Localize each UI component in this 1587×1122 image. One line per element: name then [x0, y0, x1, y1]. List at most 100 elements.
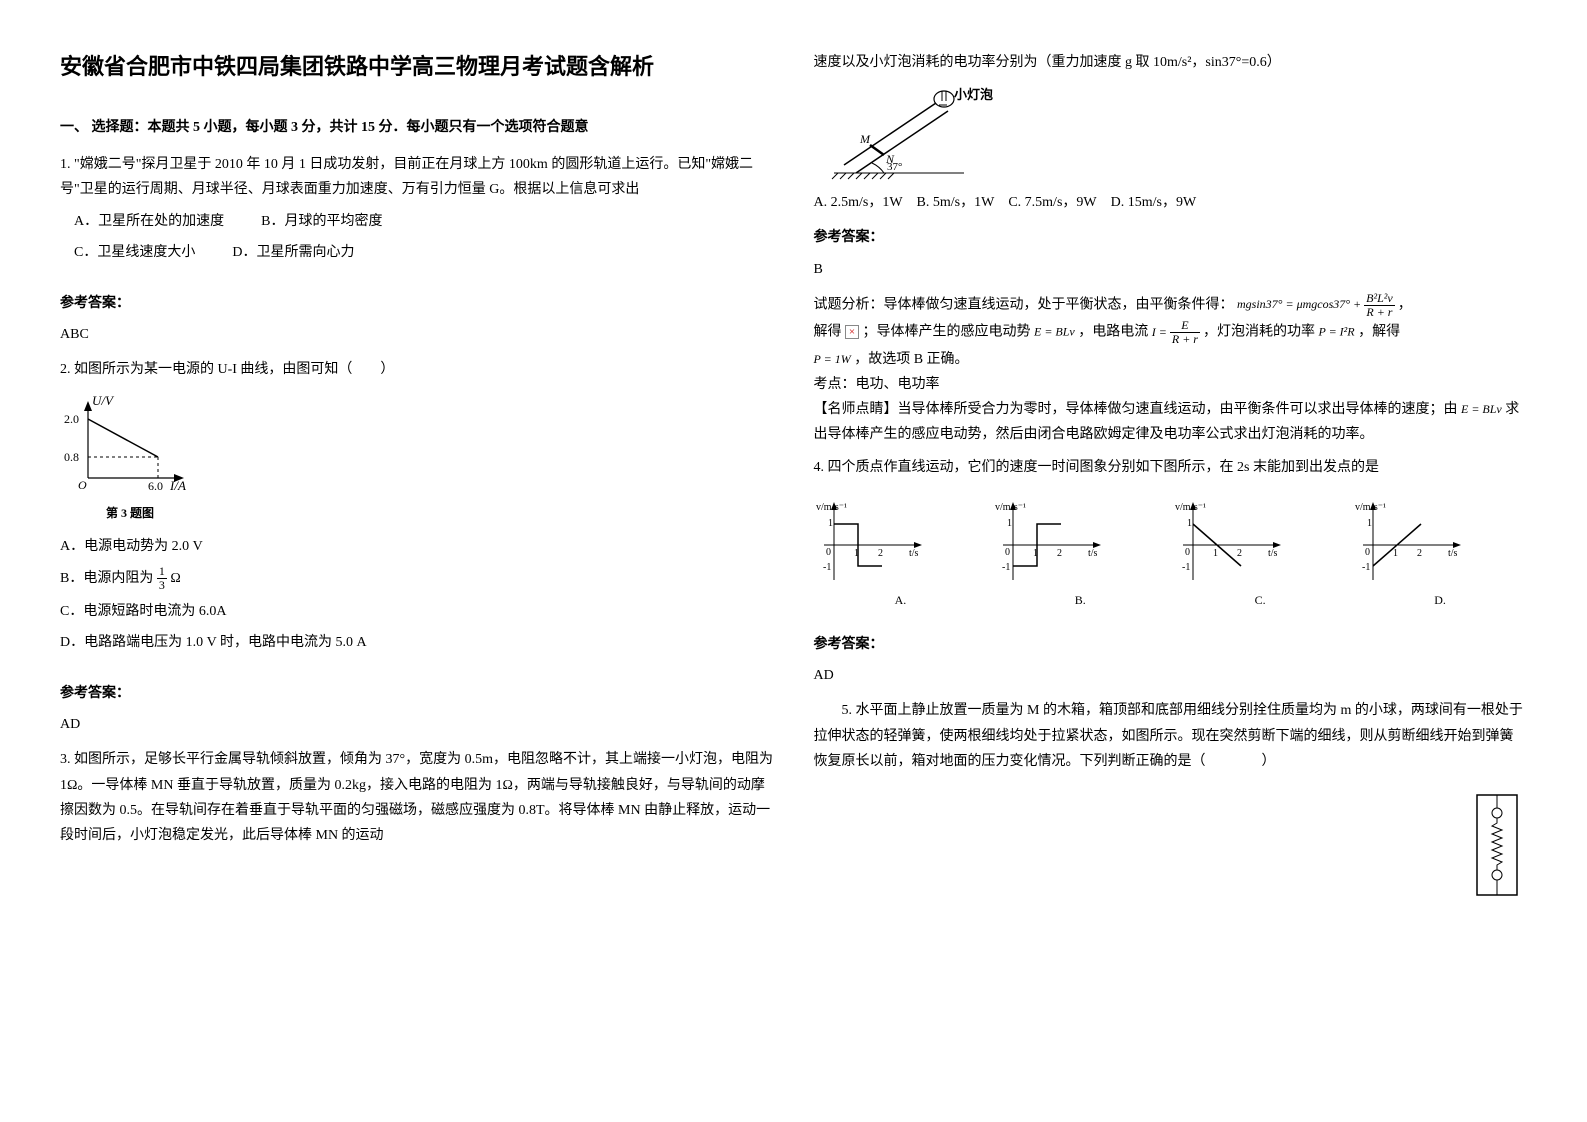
l3b: ，故选项 B 正确。 [854, 352, 968, 367]
vt-graph-b: v/m·s⁻¹ 1-1 12 t/s0 B. [993, 500, 1167, 612]
l3a: P = 1W [814, 352, 851, 366]
svg-text:-1: -1 [1362, 562, 1370, 573]
f1-den: R + r [1364, 306, 1395, 319]
q1-answer: ABC [60, 322, 774, 347]
answer-label: 参考答案： [814, 225, 1528, 250]
f1-lhs: mgsin37° = μmgcos37° + [1237, 297, 1361, 311]
q1-text: 1. "嫦娥二号"探月卫星于 2010 年 10 月 1 日成功发射，目前正在月… [60, 152, 774, 202]
y-axis-label: U/V [92, 393, 115, 408]
l2f: P = I²R [1318, 325, 1354, 339]
q2b-pre: B．电源内阻为 [60, 571, 153, 586]
l2c: E = BLv [1034, 325, 1075, 339]
formula-1: mgsin37° = μmgcos37° + B²L²vR + r [1237, 297, 1398, 311]
I-num: E [1170, 319, 1200, 333]
right-column: 速度以及小灯泡消耗的电功率分别为（重力加速度 g 取 10m/s²，sin37°… [814, 50, 1528, 1072]
l2a: 解得 [814, 325, 846, 340]
svg-text:0: 0 [826, 547, 831, 558]
svg-text:2: 2 [1237, 548, 1242, 559]
q2b-post: Ω [170, 571, 180, 586]
q2-text: 2. 如图所示为某一电源的 U-I 曲线，由图可知（ ） [60, 357, 774, 382]
q2-option-d: D．电路路端电压为 1.0 V 时，电路中电流为 5.0 A [60, 630, 774, 655]
svg-text:1: 1 [1367, 518, 1372, 529]
question-1: 1. "嫦娥二号"探月卫星于 2010 年 10 月 1 日成功发射，目前正在月… [60, 152, 774, 271]
q4-answer: AD [814, 663, 1528, 688]
svg-text:v/m·s⁻¹: v/m·s⁻¹ [1355, 502, 1386, 513]
q3-teacher-note: 【名师点睛】当导体棒所受合力为零时，导体棒做匀速直线运动，由平衡条件可以求出导体… [814, 397, 1528, 447]
svg-text:t/s: t/s [909, 548, 919, 559]
q3-answer: B [814, 257, 1528, 282]
svg-text:t/s: t/s [1088, 548, 1098, 559]
question-3: 3. 如图所示，足够长平行金属导轨倾斜放置，倾角为 37°，宽度为 0.5m，电… [60, 747, 774, 848]
svg-text:37°: 37° [887, 161, 902, 173]
svg-text:0: 0 [1005, 547, 1010, 558]
svg-text:-1: -1 [1002, 562, 1010, 573]
vt-label-c: C. [1173, 590, 1347, 612]
left-column: 安徽省合肥市中铁四局集团铁路中学高三物理月考试题含解析 一、 选择题：本题共 5… [60, 50, 774, 1072]
q2-answer: AD [60, 712, 774, 737]
box-spring-icon [1467, 790, 1527, 900]
svg-text:v/m·s⁻¹: v/m·s⁻¹ [816, 502, 847, 513]
l2d: ，电路电流 [1078, 325, 1148, 340]
current-formula: I = ER + r [1152, 325, 1203, 339]
svg-text:2: 2 [878, 548, 883, 559]
q2-figure: U/V 2.0 0.8 O 6.0 I/A 第 3 题图 [60, 393, 774, 525]
q2-option-a: A．电源电动势为 2.0 V [60, 534, 774, 559]
f1-num: B²L²v [1364, 292, 1395, 306]
svg-text:M: M [859, 132, 871, 146]
svg-text:1: 1 [828, 518, 833, 529]
l2e: ，灯泡消耗的功率 [1203, 325, 1315, 340]
q3-analysis-line3: P = 1W ，故选项 B 正确。 [814, 347, 1528, 372]
q3-analysis-pre: 试题分析：导体棒做匀速直线运动，处于平衡状态，由平衡条件得： [814, 297, 1234, 312]
q3-figure: 小灯泡 M N 37° [814, 85, 1528, 180]
document-title: 安徽省合肥市中铁四局集团铁路中学高三物理月考试题含解析 [60, 50, 774, 83]
frac-num: 1 [157, 565, 167, 579]
answer-label: 参考答案： [60, 681, 774, 706]
frac-den: 3 [157, 579, 167, 592]
q1-option-b: B．月球的平均密度 [261, 214, 382, 229]
vt-label-d: D. [1353, 590, 1527, 612]
vt-graph-d: v/m·s⁻¹ 1-1 12 t/s0 D. [1353, 500, 1527, 612]
q2-option-c: C．电源短路时电流为 6.0A [60, 599, 774, 624]
svg-text:0: 0 [1365, 547, 1370, 558]
y-tick-08: 0.8 [64, 450, 79, 464]
svg-text:v/m·s⁻¹: v/m·s⁻¹ [995, 502, 1026, 513]
I-den: R + r [1170, 333, 1200, 346]
y-tick-2: 2.0 [64, 412, 79, 426]
l2g: ，解得 [1358, 325, 1400, 340]
svg-text:2: 2 [1417, 548, 1422, 559]
svg-text:v/m·s⁻¹: v/m·s⁻¹ [1175, 502, 1206, 513]
q1-option-a: A．卫星所在处的加速度 [74, 214, 224, 229]
vt-graph-row: v/m·s⁻¹ 1 -1 1 2 t/s 0 A. v/m·s⁻¹ 1 -1 1 2 t/… [814, 500, 1528, 612]
svg-text:2: 2 [1057, 548, 1062, 559]
q3-analysis: 试题分析：导体棒做匀速直线运动，处于平衡状态，由平衡条件得： mgsin37° … [814, 292, 1528, 319]
svg-text:1: 1 [1007, 518, 1012, 529]
q5-figure-wrap [814, 790, 1528, 900]
inclined-rail-icon: 小灯泡 M N 37° [814, 85, 1004, 180]
note-formula: E = BLv [1461, 402, 1502, 416]
q3-kaodian: 考点：电功、电功率 [814, 372, 1528, 397]
q3-continued: 速度以及小灯泡消耗的电功率分别为（重力加速度 g 取 10m/s²，sin37°… [814, 50, 1528, 75]
q1-option-c: C．卫星线速度大小 [74, 245, 195, 260]
broken-image-icon: × [845, 325, 859, 339]
svg-text:0: 0 [1185, 547, 1190, 558]
vt-graph-c: v/m·s⁻¹ 1-1 12 t/s0 C. [1173, 500, 1347, 612]
answer-label: 参考答案： [60, 291, 774, 316]
question-2: 2. 如图所示为某一电源的 U-I 曲线，由图可知（ ） U/V 2.0 0.8… [60, 357, 774, 661]
svg-text:-1: -1 [1182, 562, 1190, 573]
svg-text:-1: -1 [823, 562, 831, 573]
note-pre: 【名师点睛】当导体棒所受合力为零时，导体棒做匀速直线运动，由平衡条件可以求出导体… [814, 402, 1458, 417]
figure-caption: 第 3 题图 [60, 503, 200, 525]
lamp-label: 小灯泡 [954, 87, 993, 102]
q3-analysis-line2: 解得 × ；导体棒产生的感应电动势 E = BLv ，电路电流 I = ER +… [814, 319, 1528, 346]
q1-option-d: D．卫星所需向心力 [232, 245, 354, 260]
vt-label-b: B. [993, 590, 1167, 612]
answer-label: 参考答案： [814, 632, 1528, 657]
svg-text:1: 1 [1393, 548, 1398, 559]
ui-graph-icon: U/V 2.0 0.8 O 6.0 I/A [60, 393, 200, 503]
x-tick-6: 6.0 [148, 479, 163, 493]
svg-text:1: 1 [1213, 548, 1218, 559]
section-heading: 一、 选择题：本题共 5 小题，每小题 3 分，共计 15 分．每小题只有一个选… [60, 115, 774, 140]
vt-label-a: A. [814, 590, 988, 612]
x-axis-label: I/A [169, 478, 186, 493]
svg-text:t/s: t/s [1268, 548, 1278, 559]
